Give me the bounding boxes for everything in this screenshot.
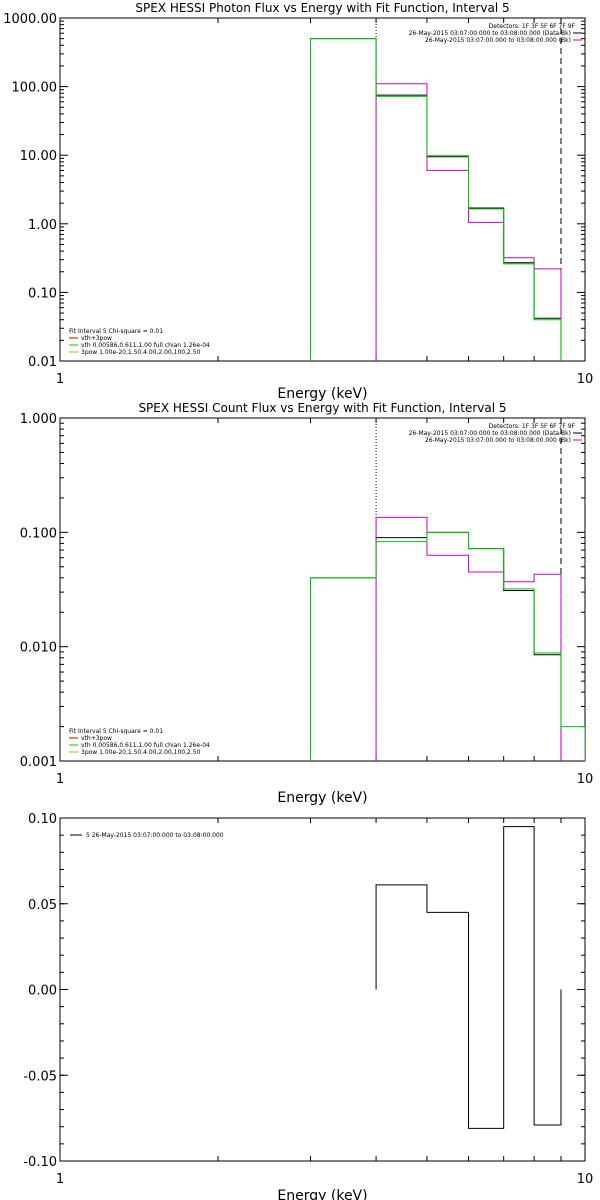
count-legend-entry: 3pow 1.00e-20,1.50,4.00,2.00,100,2.50 — [81, 749, 201, 756]
count-xtick-label: 10 — [577, 772, 594, 787]
resid-xlabel: Energy (keV) — [277, 1188, 367, 1200]
photon-legend-entry: 26-May-2015 03:07:00.000 to 03:08:00.000… — [409, 30, 571, 37]
resid-legend-entry: 5 26-May-2015 03:07:00.000 to 03:08:00.0… — [86, 832, 224, 839]
resid-ytick-label: 0.10 — [28, 812, 57, 827]
count-legend-entry: vth+3pow — [81, 735, 112, 742]
photon-xtick-label: 1 — [56, 372, 64, 387]
resid-plot-frame — [59, 817, 586, 1162]
photon-xlabel: Energy (keV) — [277, 386, 367, 402]
count-legend-fit: Fit Interval 5 Chi-square = 0.01 — [69, 728, 163, 735]
photon-series-data — [309, 38, 562, 361]
resid-ytick-label: -0.05 — [23, 1069, 57, 1084]
count-title: SPEX HESSI Count Flux vs Energy with Fit… — [138, 401, 506, 415]
count-plot-frame — [59, 417, 586, 762]
count-ytick-label: 0.010 — [20, 641, 57, 656]
resid-series-group — [375, 826, 562, 1129]
photon-title: SPEX HESSI Photon Flux vs Energy with Fi… — [135, 1, 509, 15]
count-ytick-label: 1.000 — [20, 412, 57, 427]
photon-ytick-label: 10.00 — [20, 149, 57, 164]
resid-series-resid — [375, 826, 562, 1129]
resid-xtick-label: 10 — [577, 1172, 594, 1187]
resid-ytick-label: -0.10 — [23, 1155, 57, 1170]
photon-legend-entry: vth+3pow — [81, 335, 112, 342]
photon-legend-entry: vth 0.00586,0.611,1.00 full chian 1.26e-… — [81, 342, 210, 349]
photon-series-bk — [375, 83, 562, 361]
photon-ytick-label: 0.01 — [28, 355, 57, 370]
resid-ytick-label: 0.05 — [28, 898, 57, 913]
resid-xtick-label: 1 — [56, 1172, 64, 1187]
photon-legend-entry: 3pow 1.00e-20,1.50,4.00,2.00,100,2.50 — [81, 349, 201, 356]
count-ytick-label: 0.100 — [20, 526, 57, 541]
count-xtick-label: 1 — [56, 772, 64, 787]
count-ytick-label: 0.001 — [20, 755, 57, 770]
count-legend-entry: 26-May-2015 03:07:00.000 to 03:08:00.000… — [409, 430, 571, 437]
photon-plot-frame — [59, 17, 586, 362]
photon-ytick-label: 1000.00 — [3, 12, 57, 27]
count-legend-detectors: Detectors: 1F 3F 5F 6F 7F 9F — [489, 423, 576, 430]
photon-ytick-label: 1.00 — [28, 218, 57, 233]
count-xlabel: Energy (keV) — [277, 790, 367, 806]
photon-legend-fit: Fit Interval 5 Chi-square = 0.01 — [69, 328, 163, 335]
count-series-group — [309, 516, 585, 761]
count-series-fit — [309, 531, 585, 761]
photon-legend-detectors: Detectors: 1F 3F 5F 6F 7F 9F — [489, 23, 576, 30]
photon-series-group — [309, 38, 562, 361]
photon-series-fit — [309, 38, 562, 361]
resid-ytick-label: 0.00 — [28, 984, 57, 999]
count-legend-entry: vth 0.00586,0.611,1.00 full chian 1.26e-… — [81, 742, 210, 749]
count-series-bk — [375, 516, 562, 761]
count-series-data — [309, 531, 562, 761]
photon-xtick-label: 10 — [577, 372, 594, 387]
photon-ytick-label: 100.00 — [12, 81, 58, 96]
photon-ytick-label: 0.10 — [28, 286, 57, 301]
photon-legend-entry: 26-May-2015 03:07:00.000 to 03:08:00.000… — [425, 37, 571, 44]
count-legend-entry: 26-May-2015 03:07:00.000 to 03:08:00.000… — [425, 437, 571, 444]
